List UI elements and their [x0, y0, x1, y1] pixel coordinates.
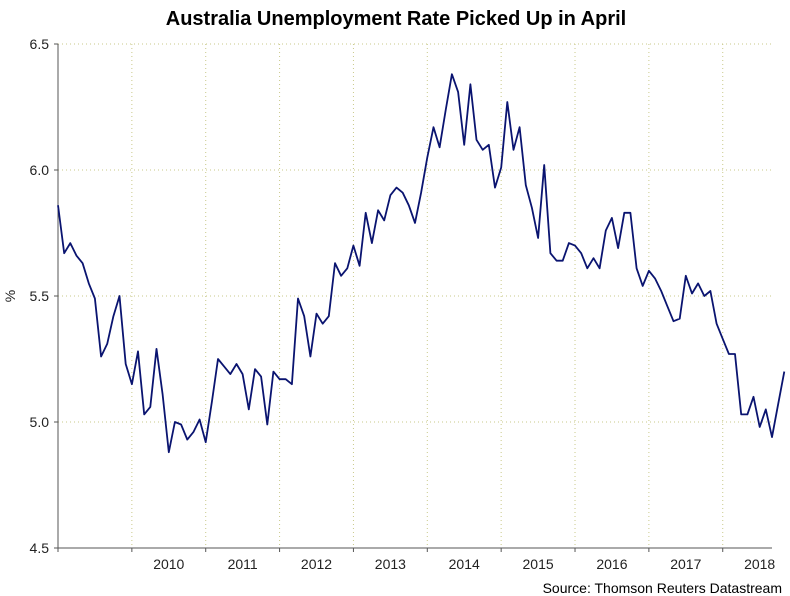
- axes: [54, 43, 772, 552]
- x-tick-label: 2015: [523, 556, 554, 572]
- x-tick-label: 2013: [375, 556, 406, 572]
- series-line: [57, 73, 786, 454]
- x-tick-label: 2014: [449, 556, 480, 572]
- x-tick-label: 2012: [301, 556, 332, 572]
- y-tick-label: 5.0: [30, 414, 50, 430]
- series-layer: [57, 73, 786, 454]
- y-axis-title: %: [2, 290, 18, 302]
- source-note: Source: Thomson Reuters Datastream: [543, 580, 782, 596]
- y-tick-label: 4.5: [30, 540, 50, 556]
- x-tick-label: 2011: [228, 556, 258, 572]
- y-tick-label: 6.0: [30, 162, 50, 178]
- x-tick-label: 2018: [744, 556, 775, 572]
- chart-title: Australia Unemployment Rate Picked Up in…: [166, 8, 626, 30]
- gridlines: [58, 43, 772, 548]
- x-tick-label: 2017: [670, 556, 701, 572]
- x-tick-labels: 2010 2011 2012 2013 2014 2015 2016 2017 2018: [153, 556, 775, 572]
- x-tick-label: 2016: [596, 556, 627, 572]
- x-tick-label: 2010: [153, 556, 184, 572]
- y-tick-label: 6.5: [30, 36, 50, 52]
- y-tick-labels: 6.5 6.0 5.5 5.0 4.5: [30, 36, 50, 556]
- y-tick-label: 5.5: [30, 288, 50, 304]
